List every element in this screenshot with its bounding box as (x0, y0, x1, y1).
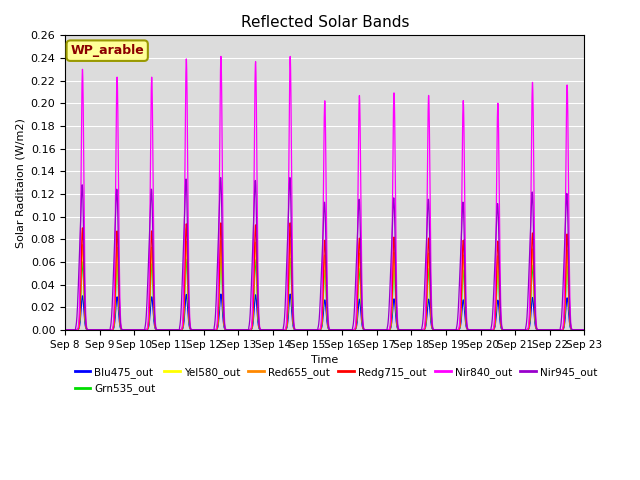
Legend: Blu475_out, Grn535_out, Yel580_out, Red655_out, Redg715_out, Nir840_out, Nir945_: Blu475_out, Grn535_out, Yel580_out, Red6… (70, 363, 602, 398)
Text: WP_arable: WP_arable (70, 44, 144, 57)
X-axis label: Time: Time (311, 355, 339, 365)
Title: Reflected Solar Bands: Reflected Solar Bands (241, 15, 409, 30)
Y-axis label: Solar Raditaion (W/m2): Solar Raditaion (W/m2) (15, 118, 25, 248)
